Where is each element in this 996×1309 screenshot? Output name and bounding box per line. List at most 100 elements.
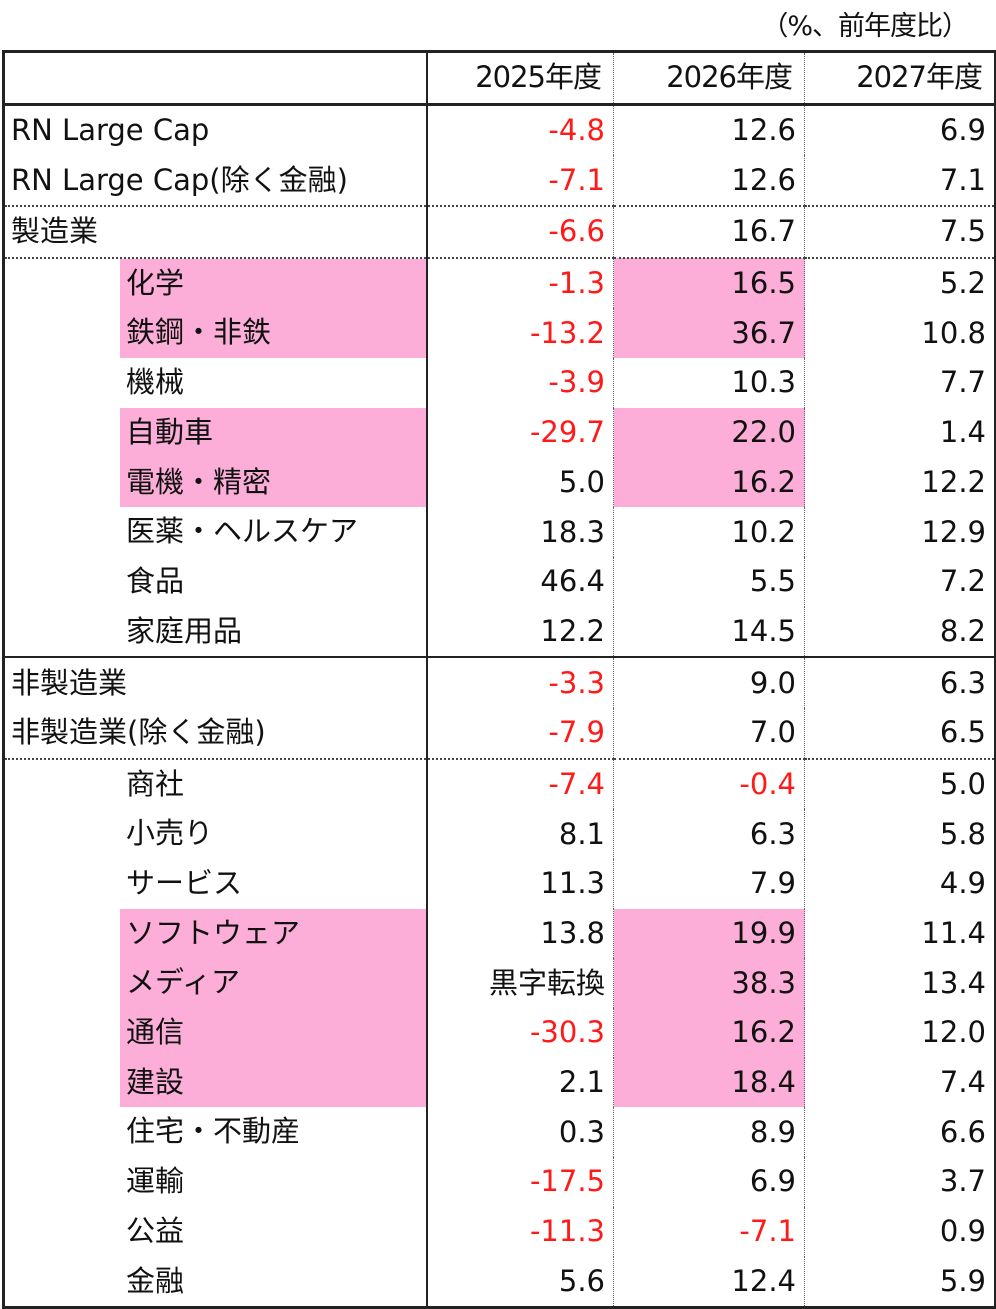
row-label: サービス <box>3 859 428 909</box>
row-label: 非製造業 <box>3 656 428 708</box>
value-2025: -6.6 <box>426 205 614 258</box>
value-2026: 8.9 <box>613 1107 805 1158</box>
value-2026: 22.0 <box>613 407 805 458</box>
value-2027: 13.4 <box>921 965 986 1000</box>
value-2026: -0.4 <box>613 757 805 810</box>
header-col-2026: 2026年度 <box>613 51 805 106</box>
row-label-text: 電機・精密 <box>120 457 426 508</box>
value-2025: -1.3 <box>426 256 614 309</box>
row-label-text: 運輸 <box>126 1164 185 1199</box>
value-2027: 1.4 <box>939 415 986 450</box>
table-row: 運輸 -17.5 6.9 3.7 <box>3 1157 996 1207</box>
row-label: ソフトウェア <box>3 908 428 959</box>
table-row: 鉄鋼・非鉄 -13.2 36.7 10.8 <box>3 308 996 359</box>
row-label-text: 非製造業 <box>11 665 128 700</box>
value-2025: 5.6 <box>426 1256 614 1308</box>
row-label-text: ソフトウェア <box>120 908 426 959</box>
row-label-text: サービス <box>126 866 243 900</box>
table-row: 通信 -30.3 16.2 12.0 <box>3 1008 996 1058</box>
table-row: サービス 11.3 7.9 4.9 <box>3 859 996 909</box>
header-col-2027: 2027年度 <box>804 51 996 106</box>
table-row: 公益 -11.3 -7.1 0.9 <box>3 1206 996 1257</box>
value-2025: -11.3 <box>426 1206 614 1257</box>
value-2025: 2.1 <box>426 1057 614 1108</box>
table-row: 家庭用品 12.2 14.5 8.2 <box>3 606 996 658</box>
value-2025: 0.3 <box>426 1107 614 1158</box>
row-label: 鉄鋼・非鉄 <box>3 308 428 359</box>
row-label-text: 商社 <box>126 766 185 801</box>
value-2025: -7.4 <box>426 757 614 810</box>
table-row: 非製造業 -3.3 9.0 6.3 <box>3 656 996 708</box>
row-label-text: 金融 <box>126 1263 185 1298</box>
row-label-text: 医薬・ヘルスケア <box>126 514 359 549</box>
table-row: 住宅・不動産 0.3 8.9 6.6 <box>3 1107 996 1158</box>
row-label: 化学 <box>3 256 428 309</box>
row-label-text: RN Large Cap <box>11 113 210 148</box>
value-2026: 18.4 <box>613 1057 805 1108</box>
table-row: 小売り 8.1 6.3 5.8 <box>3 809 996 859</box>
row-label: 非製造業(除く金融) <box>3 707 428 759</box>
value-2025: 12.2 <box>426 606 614 658</box>
row-label-text: 化学 <box>120 258 426 309</box>
value-2027: 7.2 <box>939 564 986 599</box>
table-row: 製造業 -6.6 16.7 7.5 <box>3 205 996 258</box>
row-label-text: 建設 <box>120 1057 426 1108</box>
value-2027: 5.9 <box>939 1263 986 1298</box>
table-row: 商社 -7.4 -0.4 5.0 <box>3 757 996 810</box>
value-2026: 36.7 <box>613 308 805 359</box>
row-label: 通信 <box>3 1008 428 1058</box>
value-2027: 11.4 <box>921 916 986 951</box>
value-2026: 7.9 <box>613 859 805 909</box>
value-2026: 16.7 <box>613 205 805 258</box>
row-label: 小売り <box>3 809 428 859</box>
row-label: 食品 <box>3 556 428 607</box>
value-2027: 12.0 <box>921 1015 986 1050</box>
row-label: 製造業 <box>3 205 428 258</box>
table-row: 食品 46.4 5.5 7.2 <box>3 556 996 607</box>
value-2027: 7.4 <box>939 1065 986 1100</box>
row-label-text: 食品 <box>126 563 185 598</box>
row-label: 商社 <box>3 757 428 810</box>
row-label: 住宅・不動産 <box>3 1107 428 1158</box>
row-label-text: 公益 <box>126 1213 185 1248</box>
unit-note: （%、前年度比） <box>761 11 969 42</box>
table-row: RN Large Cap -4.8 12.6 6.9 <box>3 103 996 156</box>
header-row: 2025年度 2026年度 2027年度 <box>3 51 996 106</box>
table-row: 医薬・ヘルスケア 18.3 10.2 12.9 <box>3 507 996 557</box>
value-2027: 7.7 <box>939 365 986 400</box>
value-2026: 6.9 <box>613 1157 805 1207</box>
value-2025: 5.0 <box>426 457 614 508</box>
row-label: 金融 <box>3 1256 428 1308</box>
row-label: 機械 <box>3 358 428 408</box>
value-2025: -4.8 <box>426 103 614 156</box>
row-label: 医薬・ヘルスケア <box>3 507 428 557</box>
value-2027: 3.7 <box>939 1164 986 1199</box>
value-2027: 6.6 <box>939 1114 986 1149</box>
value-2025: -17.5 <box>426 1157 614 1207</box>
row-label: 電機・精密 <box>3 457 428 508</box>
row-label-text: 自動車 <box>120 407 426 458</box>
value-2026: 10.2 <box>613 507 805 557</box>
row-label: 建設 <box>3 1057 428 1108</box>
row-label: 家庭用品 <box>3 606 428 658</box>
value-2026: 10.3 <box>613 358 805 408</box>
value-2027: 7.5 <box>804 205 996 258</box>
value-2027: 8.2 <box>939 613 986 648</box>
value-2027: 6.9 <box>804 103 996 156</box>
row-label: 自動車 <box>3 407 428 458</box>
row-label: 運輸 <box>3 1157 428 1207</box>
value-2025: -30.3 <box>426 1008 614 1058</box>
value-2027: 6.5 <box>939 715 986 750</box>
value-2027: 12.9 <box>921 514 986 549</box>
header-label <box>3 51 428 106</box>
table-row: RN Large Cap(除く金融) -7.1 12.6 7.1 <box>3 155 996 207</box>
earnings-growth-table: 2025年度 2026年度 2027年度 RN Large Cap -4.8 12.… <box>2 50 996 1309</box>
row-label-text: 通信 <box>120 1008 426 1058</box>
value-2025: -7.9 <box>426 707 614 759</box>
table-row: 電機・精密 5.0 16.2 12.2 <box>3 457 996 508</box>
value-2027: 5.2 <box>804 256 996 309</box>
value-2026: 5.5 <box>613 556 805 607</box>
row-label: 公益 <box>3 1206 428 1257</box>
value-2025: 18.3 <box>426 507 614 557</box>
value-2027: 5.0 <box>804 757 996 810</box>
